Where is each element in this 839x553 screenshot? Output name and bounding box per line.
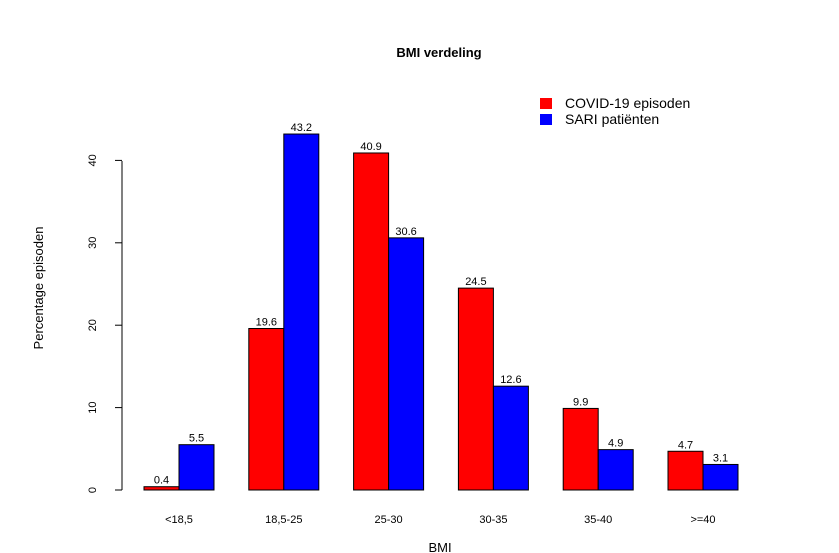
bar <box>702 463 739 491</box>
bar-value-label: 43.2 <box>291 122 312 134</box>
bar-value-label: 30.6 <box>395 226 416 238</box>
x-tick-label: >=40 <box>690 514 715 526</box>
y-tick-label: 30 <box>87 237 99 249</box>
bar <box>492 385 529 491</box>
bar <box>457 287 494 491</box>
bar <box>388 237 425 491</box>
legend-entry-label: SARI patiënten <box>565 111 659 127</box>
x-tick-label: 30-35 <box>479 514 507 526</box>
x-tick-label: 25-30 <box>375 514 403 526</box>
bar-value-label: 4.7 <box>678 439 693 451</box>
bar <box>283 133 320 491</box>
legend-swatch <box>540 98 552 109</box>
legend-entry-label: COVID-19 episoden <box>565 95 690 111</box>
legend-swatch <box>540 114 552 125</box>
bar <box>178 444 215 491</box>
bar-value-label: 3.1 <box>713 452 728 464</box>
bar-value-label: 12.6 <box>500 374 521 386</box>
x-tick-label: 18,5-25 <box>265 514 302 526</box>
bar-value-label: 5.5 <box>189 433 204 445</box>
y-tick-label: 0 <box>87 487 99 493</box>
x-axis-label: BMI <box>428 540 451 553</box>
x-axis-tick-labels: <18,5 18,5-25 25-30 30-35 35-40 >=40 <box>165 514 715 526</box>
bar <box>667 450 704 491</box>
bar-value-label: 19.6 <box>256 316 277 328</box>
bar <box>597 449 634 491</box>
y-axis-ticks: 0 10 20 30 40 <box>87 154 122 493</box>
y-axis-label: Percentage episoden <box>31 227 46 350</box>
chart-title: BMI verdeling <box>396 45 481 60</box>
x-tick-label: 35-40 <box>584 514 612 526</box>
bar <box>248 327 285 491</box>
bar-value-label: 0.4 <box>154 475 169 487</box>
bar-value-label: 24.5 <box>465 276 486 288</box>
bar <box>143 486 180 491</box>
y-tick-label: 10 <box>87 401 99 413</box>
bar <box>562 407 599 491</box>
x-tick-label: <18,5 <box>165 514 193 526</box>
y-tick-label: 40 <box>87 154 99 166</box>
bars: 0.4 5.5 19.6 43.2 40.9 30.6 24.5 12.6 9.9 4.9 4.7 3… <box>143 122 739 491</box>
bar-value-label: 9.9 <box>573 396 588 408</box>
bar-value-label: 40.9 <box>360 141 381 153</box>
bar <box>353 152 390 491</box>
bar-value-label: 4.9 <box>608 438 623 450</box>
y-tick-label: 20 <box>87 319 99 331</box>
